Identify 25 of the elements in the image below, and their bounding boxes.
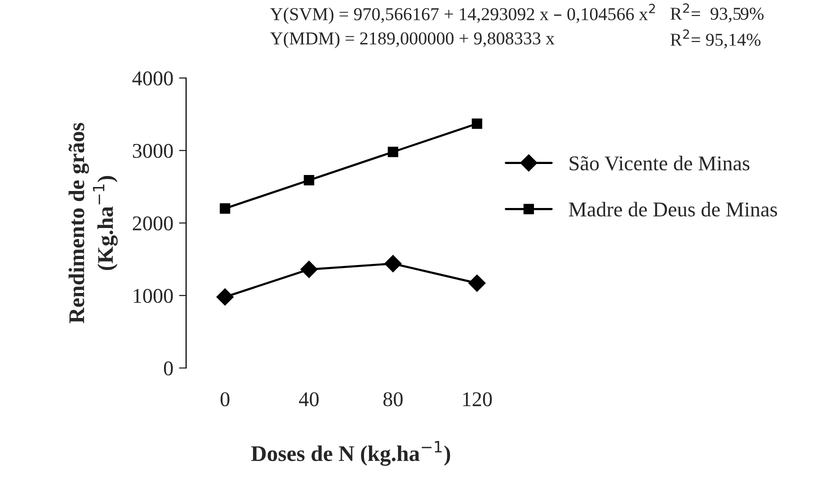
text: R$^{2}$= 95,14% xyxy=(670,29,760,48)
x-tick-label: 40 xyxy=(298,392,319,406)
point xyxy=(304,175,314,186)
legend-label: São Vicente de Minas xyxy=(570,156,750,171)
x-tick-label: 0 xyxy=(220,392,230,406)
point xyxy=(468,274,486,292)
y-tick-label: 3000 xyxy=(132,144,173,158)
point xyxy=(220,203,230,214)
x-axis-title: Doses de N (kg.ha$^{−1}$) xyxy=(251,441,450,466)
y-axis-title: Rendimento de grãos (Kg.ha$^{−1}$) xyxy=(68,122,118,324)
y-tick-label: 1000 xyxy=(134,288,173,303)
text: Y(SVM) = 970,566167 + 14,293092 x – 0,104566 x$^{2}$ xyxy=(270,4,655,24)
point xyxy=(216,288,234,306)
y-tick-label: 2000 xyxy=(132,216,173,230)
x-tick-label: 80 xyxy=(383,392,403,406)
point xyxy=(384,255,402,272)
point xyxy=(472,118,482,129)
x-tick-label: 120 xyxy=(463,392,492,406)
point xyxy=(300,260,318,278)
text: Y(MDM) = 2189,000000 + 9,808333 x xyxy=(270,32,554,48)
legend-label: Madre de Deus de Minas xyxy=(568,202,778,217)
point xyxy=(388,146,398,158)
y-tick-label: 4000 xyxy=(132,71,173,86)
text: R$^{2}$= 93,59% xyxy=(670,3,764,22)
y-tick-label: 0 xyxy=(164,361,173,376)
